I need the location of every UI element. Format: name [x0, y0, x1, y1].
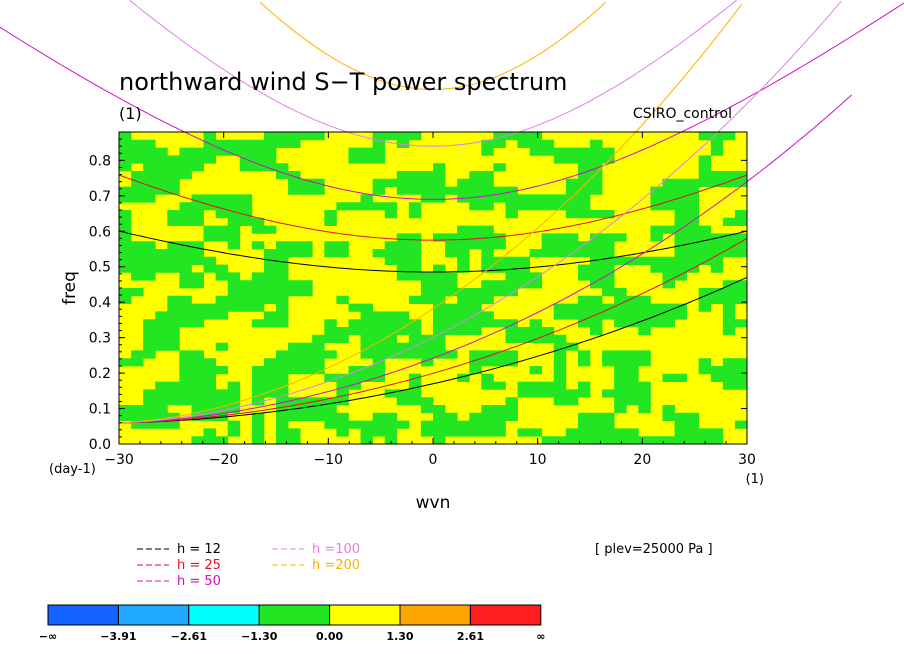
y-tick-label: 0.0 [89, 437, 111, 453]
axes: −30 −20 −10 0 10 20 30 0.0 0.1 0.2 0.3 0.4 0.5 0.6 0.7… [89, 132, 756, 468]
y-axis-label: freq [60, 271, 80, 305]
x-tick-label: 30 [738, 452, 756, 468]
colorbar-label: −3.91 [100, 630, 136, 643]
legend-label: h =100 [312, 542, 360, 557]
field-negative-class [119, 132, 748, 445]
y-tick-label: 0.4 [89, 295, 111, 311]
dispersion-curves-outside [0, 0, 904, 424]
ig-curve-12 [119, 230, 747, 273]
x-tick-label: −30 [104, 452, 134, 468]
kelvin-curve-50 [119, 94, 853, 424]
y-tick-label: 0.7 [89, 189, 111, 205]
colorbar: −∞ −3.91 −2.61 −1.30 0.00 1.30 2.61 ∞ [39, 604, 545, 643]
y-tick-label: 0.8 [89, 153, 111, 169]
x-tick-label: −20 [209, 452, 239, 468]
kelvin-curve-100 [118, 0, 842, 424]
y-unit-label: (day-1) [49, 462, 96, 477]
ig-curve-50 [0, 2, 904, 200]
y-tick-label: 0.1 [89, 402, 111, 418]
colorbar-segment [47, 604, 119, 626]
x-tick-label: 10 [529, 452, 547, 468]
colorbar-segment [399, 604, 471, 626]
kelvin-curve-12 [119, 276, 747, 424]
experiment-label: CSIRO_control [633, 106, 732, 122]
colorbar-label: −∞ [39, 630, 57, 643]
level-note: [ plev=25000 Pa ] [595, 542, 713, 557]
ig-curve-100 [129, 0, 737, 147]
ig-curve-25 [119, 174, 747, 241]
x-tick-label: −10 [314, 452, 344, 468]
legend-label: h = 50 [177, 574, 221, 589]
dispersion-curves-inside [119, 174, 747, 424]
legend-label: h = 12 [177, 542, 221, 557]
colorbar-segment [469, 604, 542, 626]
legend-label: h =200 [312, 558, 360, 573]
colorbar-label: 0.00 [316, 630, 343, 643]
kelvin-curve-25 [119, 237, 747, 424]
y-tick-label: 0.3 [89, 331, 111, 347]
x-axis-label: wvn [416, 493, 451, 513]
colorbar-label: ∞ [536, 630, 545, 643]
legend-label: h = 25 [177, 558, 221, 573]
colorbar-segment [329, 604, 401, 626]
x-tick-label: 20 [633, 452, 651, 468]
x-tick-label: 0 [429, 452, 438, 468]
chart-subtitle: (1) [119, 104, 142, 123]
y-tick-label: 0.5 [89, 260, 111, 276]
colorbar-label: −2.61 [171, 630, 207, 643]
ig-curve-200 [259, 2, 607, 91]
colorbar-label: 1.30 [386, 630, 413, 643]
y-tick-label: 0.6 [89, 224, 111, 240]
colorbar-segment [117, 604, 190, 626]
colorbar-label: 2.61 [457, 630, 484, 643]
colorbar-segment [188, 604, 260, 626]
y-tick-label: 0.2 [89, 366, 111, 382]
chart-title: northward wind S−T power spectrum [119, 68, 567, 96]
spectrum-field [119, 132, 748, 445]
kelvin-curve-200 [118, 3, 743, 424]
colorbar-label: −1.30 [241, 630, 278, 643]
x-unit-label: (1) [746, 472, 764, 487]
colorbar-segment [258, 604, 331, 626]
